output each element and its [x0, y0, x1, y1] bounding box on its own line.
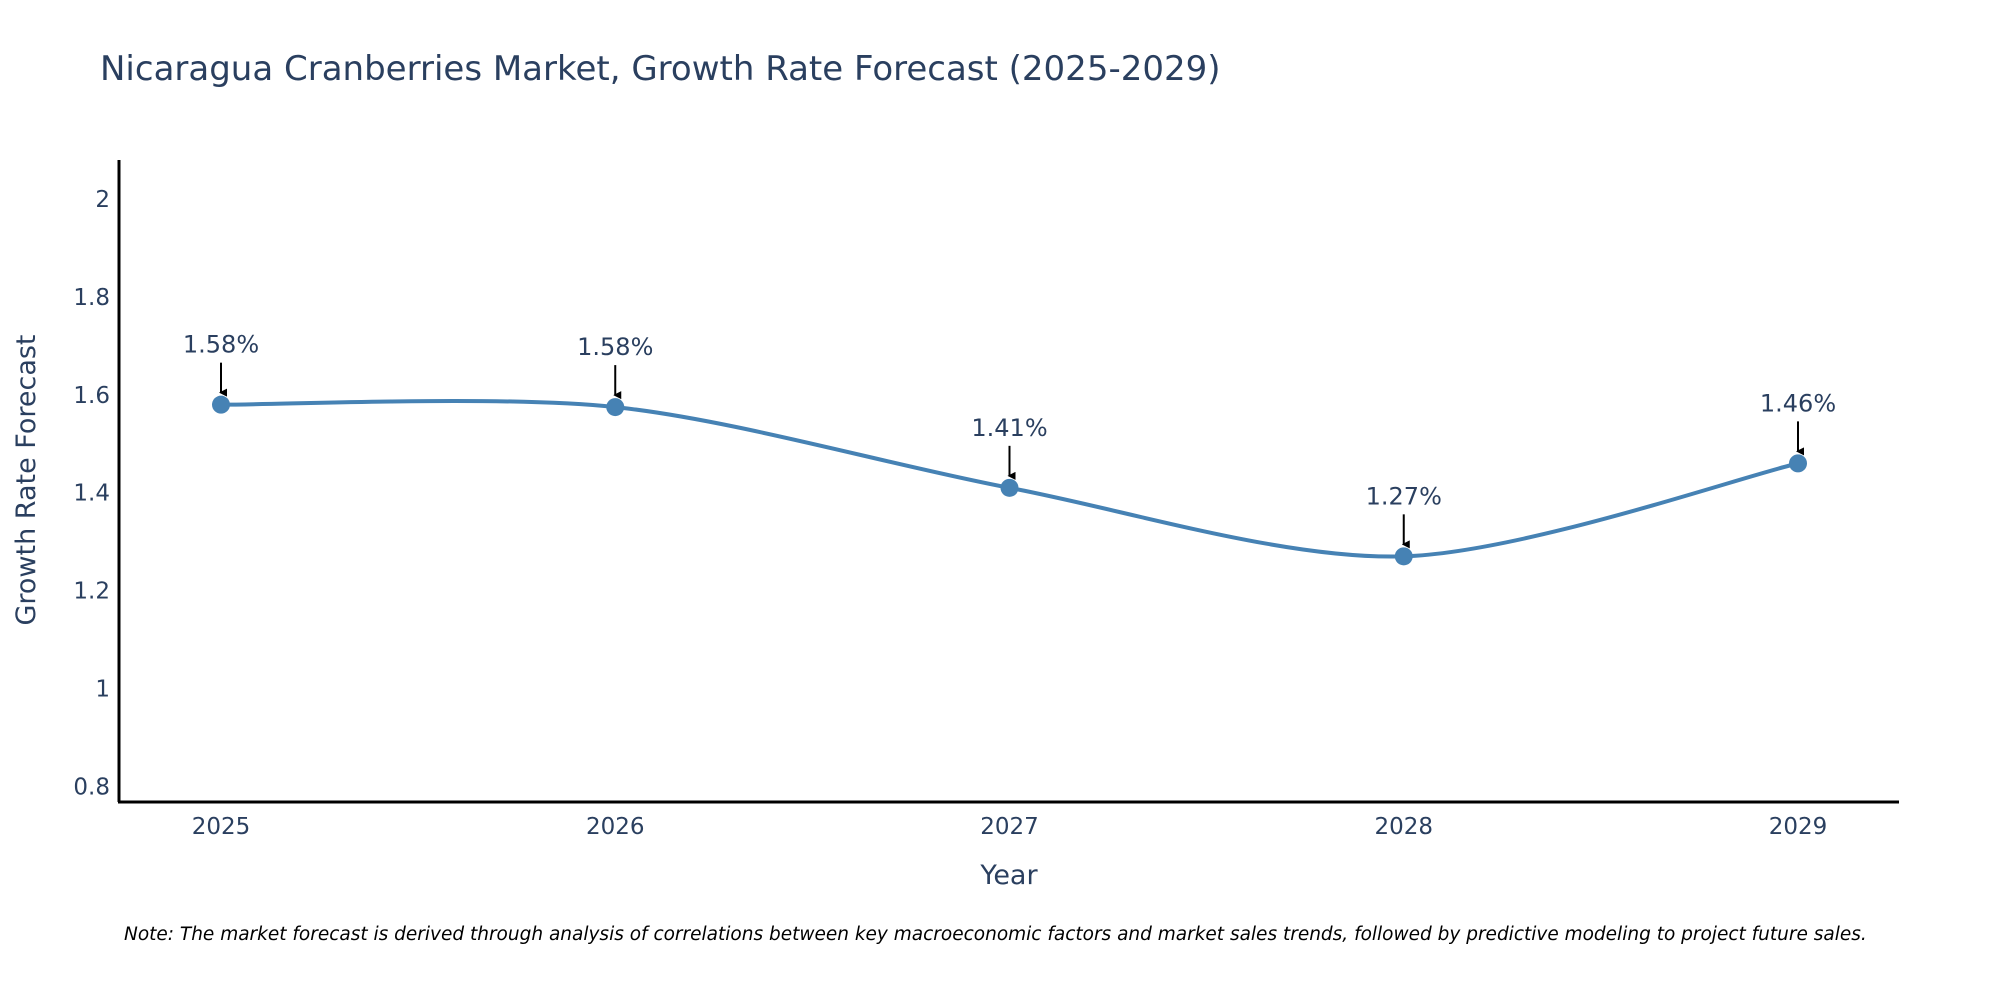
data-point-marker [212, 395, 230, 414]
x-axis-ticks: 2025 2026 2027 2028 2029 [192, 814, 1828, 840]
x-tick-label: 2025 [192, 814, 251, 840]
x-axis-title: Year [979, 860, 1038, 891]
data-point-marker [1394, 547, 1413, 566]
x-tick-label: 2029 [1769, 814, 1828, 840]
data-point-marker [1000, 478, 1019, 497]
data-label: 1.41% [971, 414, 1047, 442]
y-axis-title: Growth Rate Forecast [11, 334, 42, 625]
data-point-marker [1789, 454, 1807, 473]
x-tick-label: 2028 [1374, 814, 1433, 840]
data-label: 1.58% [183, 331, 259, 359]
chart-title: Nicaragua Cranberries Market, Growth Rat… [100, 49, 1221, 89]
y-tick-label: 0.8 [73, 774, 110, 800]
data-label: 1.58% [577, 333, 653, 361]
footnote: Note: The market forecast is derived thr… [124, 924, 1867, 945]
y-tick-label: 1.6 [73, 383, 110, 409]
data-annotations: 1.58% 1.58% 1.41% 1.27% 1.46% [183, 331, 1836, 549]
x-tick-label: 2026 [586, 814, 645, 840]
data-point-marker [606, 398, 625, 417]
y-tick-label: 1.4 [73, 481, 110, 507]
y-tick-label: 1.8 [73, 285, 110, 311]
x-tick-label: 2027 [980, 814, 1039, 840]
y-tick-label: 1.2 [73, 579, 110, 605]
data-label: 1.27% [1366, 482, 1442, 510]
data-points [212, 395, 1807, 566]
y-tick-label: 2 [95, 187, 110, 213]
data-label: 1.46% [1760, 389, 1836, 417]
y-axis-ticks: 0.8 1 1.2 1.4 1.6 1.8 2 [73, 187, 110, 800]
y-tick-label: 1 [95, 676, 110, 702]
